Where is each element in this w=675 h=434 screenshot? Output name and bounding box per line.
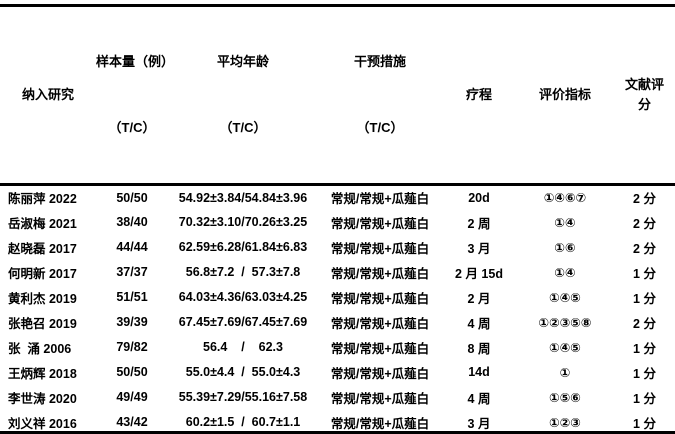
cell-intervention: 常规/常规+瓜薤白 [330, 291, 430, 306]
header-age-line2: （T/C） [219, 120, 267, 135]
cell-indicators: ①④ [554, 215, 576, 230]
table-row: 李世涛 2020 49/49 55.39±7.29/55.16±7.58 常规/… [0, 385, 675, 410]
cell-course: 14d [468, 365, 490, 379]
cell-course: 2 月 [467, 291, 491, 306]
cell-score: 2 分 [633, 192, 656, 207]
cell-intervention: 常规/常规+瓜薤白 [330, 192, 430, 207]
cell-mean-age: 64.03±4.36/63.03±4.25 [178, 290, 308, 304]
cell-course: 8 周 [467, 341, 491, 356]
cell-study: 李世涛 2020 [8, 391, 77, 406]
header-course: 疗程 [465, 87, 492, 102]
cell-intervention: 常规/常规+瓜薤白 [330, 241, 430, 256]
cell-indicators: ①④⑤ [549, 340, 581, 355]
cell-mean-age: 55.39±7.29/55.16±7.58 [178, 390, 308, 404]
cell-indicators: ①②③ [549, 415, 581, 430]
cell-mean-age: 60.2±1.5 / 60.7±1.1 [185, 415, 301, 429]
cell-course: 4 周 [467, 316, 491, 331]
cell-mean-age: 56.8±7.2 / 57.3±7.8 [185, 265, 301, 279]
header-sample-line1: 样本量（例） [96, 54, 168, 69]
table-row: 何明新 2017 37/37 56.8±7.2 / 57.3±7.8 常规/常规… [0, 260, 675, 285]
cell-course: 3 月 [467, 416, 491, 431]
cell-intervention: 常规/常规+瓜薤白 [330, 341, 430, 356]
cell-score: 2 分 [633, 216, 656, 231]
table-row: 张 涌 2006 79/82 56.4 / 62.3 常规/常规+瓜薤白 8 周… [0, 335, 675, 360]
cell-mean-age: 62.59±6.28/61.84±6.83 [178, 240, 308, 254]
cell-sample-size: 39/39 [116, 315, 148, 329]
cell-intervention: 常规/常规+瓜薤白 [330, 216, 430, 231]
table-row: 刘义祥 2016 43/42 60.2±1.5 / 60.7±1.1 常规/常规… [0, 410, 675, 434]
cell-course: 20d [468, 190, 490, 205]
header-intervention-line2: （T/C） [356, 120, 404, 135]
cell-score: 1 分 [633, 266, 656, 281]
table-row: 王炳辉 2018 50/50 55.0±4.4 / 55.0±4.3 常规/常规… [0, 360, 675, 385]
cell-indicators: ①②③⑤⑧ [538, 315, 592, 330]
table-row: 张艳召 2019 39/39 67.45±7.69/67.45±7.69 常规/… [0, 310, 675, 335]
cell-study: 陈丽萍 2022 [8, 192, 77, 207]
cell-score: 1 分 [633, 391, 656, 406]
cell-sample-size: 79/82 [116, 340, 148, 354]
cell-study: 黄利杰 2019 [8, 291, 77, 306]
cell-sample-size: 38/40 [116, 215, 148, 229]
cell-course: 2 月 15d [455, 266, 503, 281]
cell-mean-age: 70.32±3.10/70.26±3.25 [178, 215, 308, 229]
header-sample: 样本量（例） （T/C） [96, 6, 168, 185]
header-age-line1: 平均年龄 [216, 54, 269, 69]
cell-score: 1 分 [633, 341, 656, 356]
cell-score: 2 分 [633, 316, 656, 331]
cell-course: 4 周 [467, 391, 491, 406]
cell-sample-size: 50/50 [116, 365, 148, 379]
cell-study: 王炳辉 2018 [8, 366, 77, 381]
table-row: 黄利杰 2019 51/51 64.03±4.36/63.03±4.25 常规/… [0, 285, 675, 310]
cell-intervention: 常规/常规+瓜薤白 [330, 316, 430, 331]
cell-indicators: ①④ [554, 265, 576, 280]
cell-indicators: ① [559, 365, 571, 380]
cell-mean-age: 54.92±3.84/54.84±3.96 [178, 190, 308, 205]
cell-score: 1 分 [633, 366, 656, 381]
cell-mean-age: 55.0±4.4 / 55.0±4.3 [185, 365, 301, 379]
cell-study: 张 涌 2006 [8, 341, 72, 356]
cell-study: 何明新 2017 [8, 266, 77, 281]
cell-indicators: ①④⑤ [549, 290, 581, 305]
table-footnote: 注：瓜薤白：瓜蒌薤白白酒汤；①临床有效率；②心绞痛发作持续时间；③心绞痛发作次数… [10, 380, 671, 434]
cell-indicators: ①⑤⑥ [549, 390, 581, 405]
cell-score: 1 分 [633, 416, 656, 431]
cell-mean-age: 56.4 / 62.3 [203, 340, 283, 354]
cell-study: 岳淑梅 2021 [8, 216, 77, 231]
cell-study: 刘义祥 2016 [8, 416, 77, 431]
cell-intervention: 常规/常规+瓜薤白 [330, 391, 430, 406]
cell-sample-size: 50/50 [116, 190, 148, 205]
cell-course: 3 月 [467, 241, 491, 256]
cell-score: 1 分 [633, 291, 656, 306]
cell-study: 赵晓磊 2017 [8, 241, 77, 256]
included-studies-table: 纳入研究 样本量（例） （T/C） 平均年龄 （T/C） 干预措施 （T/C） … [0, 4, 675, 434]
header-indicators: 评价指标 [538, 87, 591, 102]
cell-sample-size: 51/51 [116, 290, 148, 304]
cell-intervention: 常规/常规+瓜薤白 [330, 266, 430, 281]
bottom-rule [0, 431, 675, 434]
cell-sample-size: 43/42 [116, 415, 148, 429]
cell-sample-size: 49/49 [116, 390, 148, 404]
header-age: 平均年龄 （T/C） [168, 6, 318, 185]
cell-sample-size: 37/37 [116, 265, 148, 279]
header-intervention: 干预措施 （T/C） [318, 6, 442, 185]
header-intervention-line1: 干预措施 [353, 54, 406, 69]
cell-course: 2 周 [467, 216, 491, 231]
table-header: 纳入研究 样本量（例） （T/C） 平均年龄 （T/C） 干预措施 （T/C） … [0, 6, 675, 185]
header-sample-line2: （T/C） [108, 120, 156, 135]
header-score: 文献评分 [624, 77, 664, 112]
cell-sample-size: 44/44 [116, 240, 148, 254]
cell-intervention: 常规/常规+瓜薤白 [330, 416, 430, 431]
cell-mean-age: 67.45±7.69/67.45±7.69 [178, 315, 308, 329]
cell-indicators: ①⑥ [554, 240, 576, 255]
header-study: 纳入研究 [21, 87, 74, 102]
cell-study: 张艳召 2019 [8, 316, 77, 331]
cell-indicators: ①④⑥⑦ [543, 191, 587, 206]
cell-intervention: 常规/常规+瓜薤白 [330, 366, 430, 381]
table-row: 赵晓磊 2017 44/44 62.59±6.28/61.84±6.83 常规/… [0, 235, 675, 260]
table-row: 岳淑梅 2021 38/40 70.32±3.10/70.26±3.25 常规/… [0, 210, 675, 235]
table-body: 陈丽萍 2022 50/50 54.92±3.84/54.84±3.96 常规/… [0, 185, 675, 434]
table-row: 陈丽萍 2022 50/50 54.92±3.84/54.84±3.96 常规/… [0, 185, 675, 210]
cell-score: 2 分 [633, 241, 656, 256]
